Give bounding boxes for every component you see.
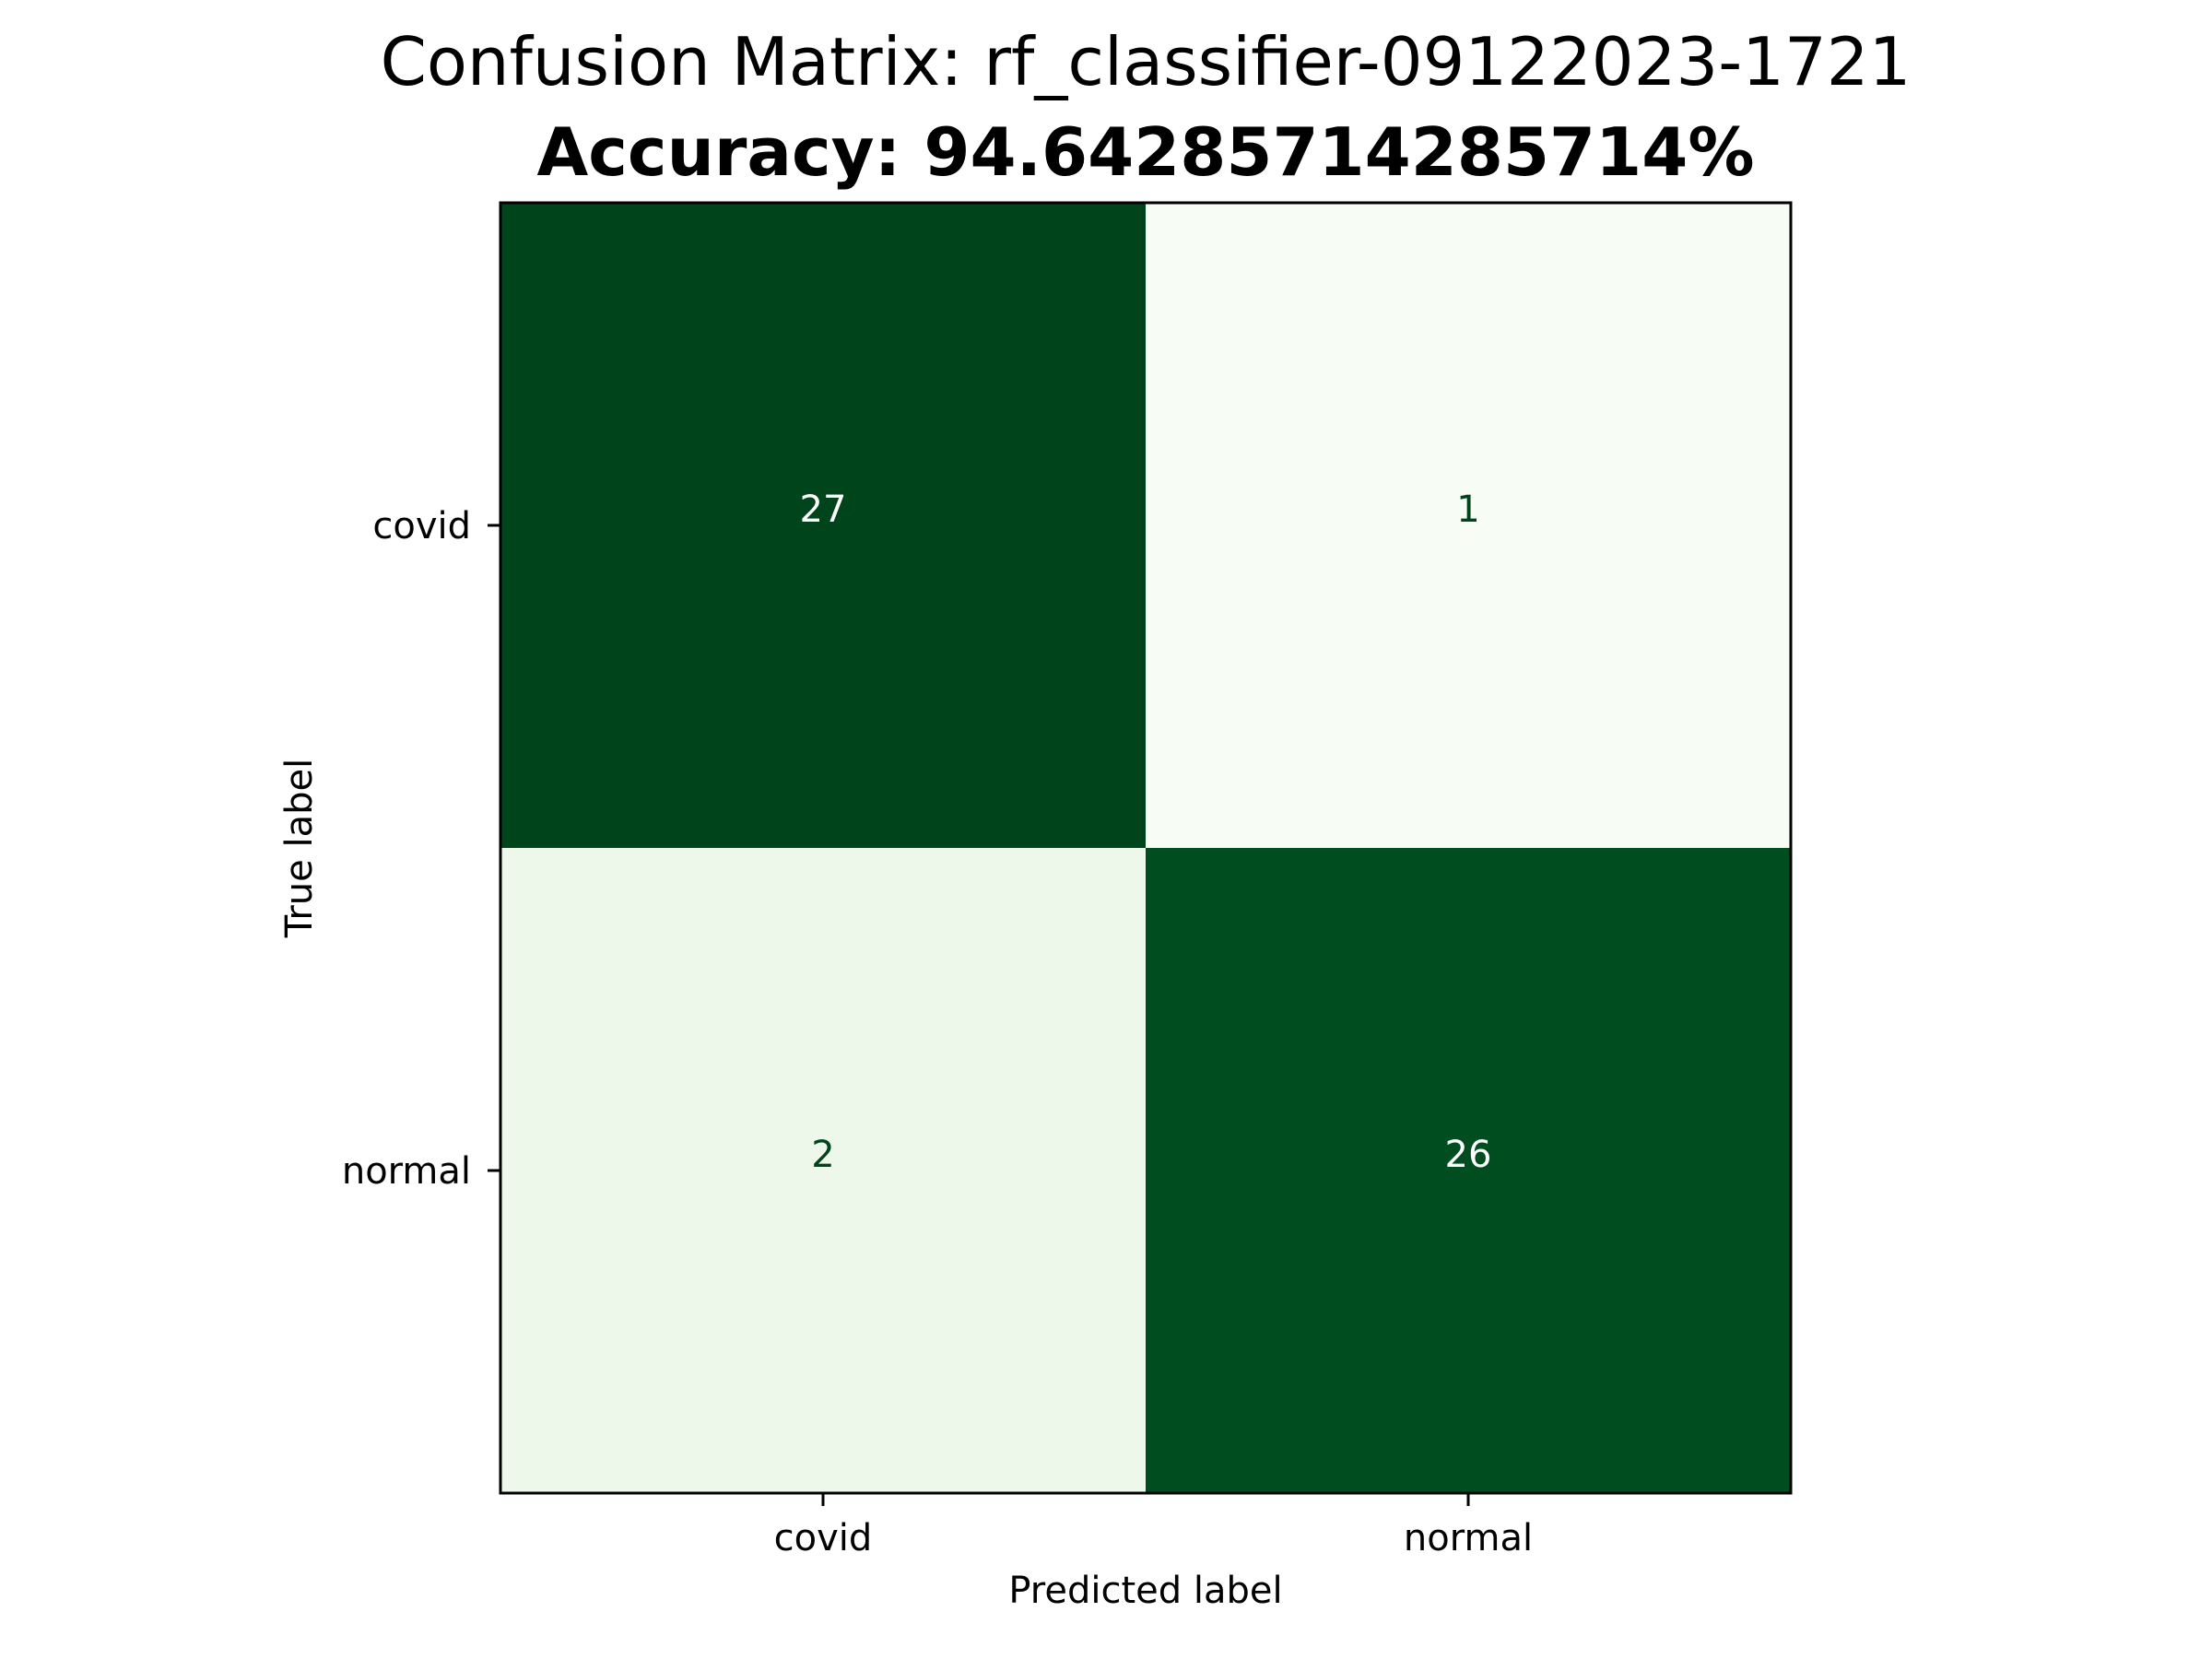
matrix-cell-normal-covid — [500, 848, 1146, 1493]
heatmap-cells — [500, 203, 1791, 1493]
matrix-cell-normal-normal — [1146, 848, 1791, 1493]
y-axis-ticks: covid normal — [342, 505, 500, 1193]
cell-value-covid-normal: 1 — [1456, 488, 1479, 531]
x-tick-label-normal: normal — [1404, 1517, 1533, 1559]
cell-value-normal-covid: 2 — [811, 1134, 834, 1176]
y-tick-label-covid: covid — [372, 505, 471, 547]
cell-value-normal-normal: 26 — [1445, 1134, 1492, 1176]
x-axis-label: Predicted label — [1008, 1570, 1282, 1612]
matrix-cell-covid-normal — [1146, 203, 1791, 848]
chart-title: Confusion Matrix: rf_classifier-09122023… — [381, 23, 1912, 100]
y-axis-label: True label — [278, 759, 321, 938]
y-tick-label-normal: normal — [342, 1150, 471, 1193]
matrix-cell-covid-covid — [500, 203, 1146, 848]
cell-value-covid-covid: 27 — [800, 488, 847, 531]
x-axis-ticks: covid normal — [774, 1493, 1533, 1559]
cell-values: 27 1 2 26 — [800, 488, 1492, 1176]
chart-subtitle: Accuracy: 94.64285714285714% — [537, 113, 1755, 191]
plot-frame — [499, 201, 1793, 1495]
x-tick-label-covid: covid — [774, 1517, 873, 1559]
